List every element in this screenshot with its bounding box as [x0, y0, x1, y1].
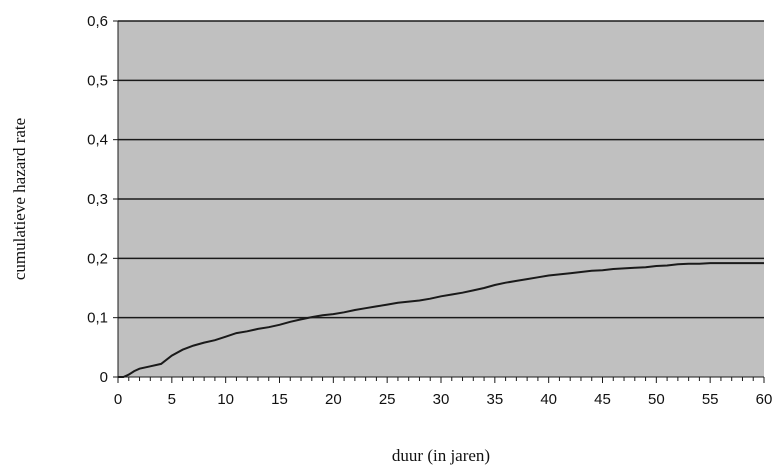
- x-axis-title: duur (in jaren): [392, 446, 490, 465]
- x-tick-label: 0: [114, 391, 122, 408]
- series-line: [118, 262, 764, 378]
- x-tick-label: 5: [168, 391, 176, 408]
- y-axis-title: cumulatieve hazard rate: [10, 118, 29, 280]
- y-axis-ticks: 0 0,1 0,2 0,3 0,4 0,5 0,6: [87, 13, 118, 386]
- y-tick-label: 0,3: [87, 191, 108, 208]
- y-tick-label: 0,5: [87, 72, 108, 89]
- y-tick-label: 0,1: [87, 310, 108, 327]
- y-tick-label: 0: [100, 369, 108, 386]
- x-tick-label: 30: [433, 391, 450, 408]
- x-tick-label: 35: [486, 391, 503, 408]
- x-axis-ticks: 0 5 10 15 20 25 30 35 40 45 50 55 60: [114, 377, 773, 408]
- x-tick-label: 25: [379, 391, 396, 408]
- x-tick-label: 20: [325, 391, 342, 408]
- gridlines: [118, 20, 764, 319]
- y-tick-label: 0,6: [87, 13, 108, 30]
- y-tick-label: 0,4: [87, 132, 108, 149]
- x-tick-label: 15: [271, 391, 288, 408]
- x-tick-label: 10: [217, 391, 234, 408]
- x-tick-label: 50: [648, 391, 665, 408]
- x-tick-label: 40: [540, 391, 557, 408]
- x-tick-label: 55: [702, 391, 719, 408]
- y-tick-label: 0,2: [87, 250, 108, 267]
- x-tick-label: 60: [756, 391, 773, 408]
- x-tick-label: 45: [594, 391, 611, 408]
